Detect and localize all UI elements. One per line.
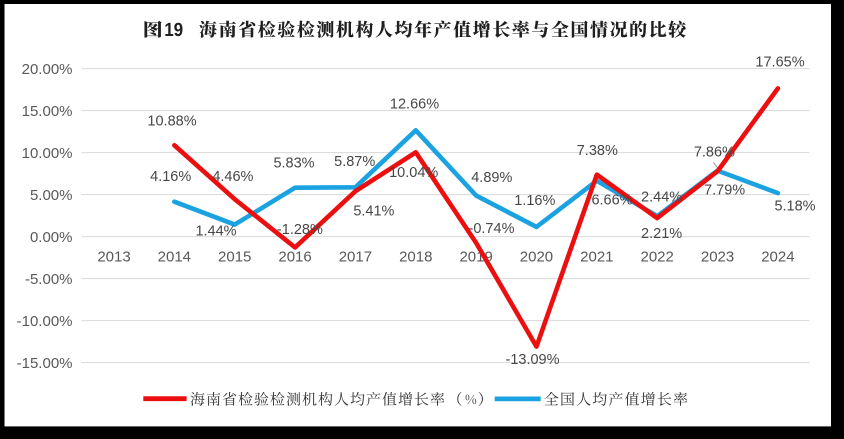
svg-text:1.16%: 1.16% <box>514 193 555 209</box>
svg-text:2024: 2024 <box>761 249 794 266</box>
svg-text:17.65%: 17.65% <box>755 55 804 71</box>
svg-text:2016: 2016 <box>278 249 311 266</box>
svg-text:5.00%: 5.00% <box>30 187 73 204</box>
svg-text:-1.28%: -1.28% <box>277 222 323 238</box>
svg-text:15.00%: 15.00% <box>22 103 73 120</box>
svg-text:10.88%: 10.88% <box>147 113 196 129</box>
svg-text:-5.00%: -5.00% <box>25 271 73 288</box>
svg-text:2018: 2018 <box>399 249 432 266</box>
svg-text:0.00%: 0.00% <box>30 229 73 246</box>
svg-text:4.46%: 4.46% <box>212 169 253 185</box>
svg-text:7.79%: 7.79% <box>704 183 745 199</box>
svg-text:-13.09%: -13.09% <box>505 352 559 368</box>
svg-text:-0.74%: -0.74% <box>469 221 515 237</box>
svg-text:5.18%: 5.18% <box>774 199 815 215</box>
svg-text:2023: 2023 <box>701 249 734 266</box>
svg-text:4.16%: 4.16% <box>150 169 191 185</box>
svg-text:2013: 2013 <box>97 249 130 266</box>
svg-text:7.38%: 7.38% <box>577 143 618 159</box>
svg-text:10.04%: 10.04% <box>389 165 438 181</box>
svg-text:1.44%: 1.44% <box>195 223 236 239</box>
svg-text:4.89%: 4.89% <box>471 170 512 186</box>
svg-text:2015: 2015 <box>218 249 251 266</box>
svg-text:20.00%: 20.00% <box>22 61 73 78</box>
svg-text:2020: 2020 <box>520 249 553 266</box>
svg-text:-15.00%: -15.00% <box>17 355 73 372</box>
svg-text:5.87%: 5.87% <box>334 154 375 170</box>
svg-text:5.83%: 5.83% <box>273 156 314 172</box>
svg-text:7.86%: 7.86% <box>694 144 735 160</box>
svg-text:2021: 2021 <box>580 249 613 266</box>
svg-text:5.41%: 5.41% <box>353 203 394 219</box>
svg-text:6.66%: 6.66% <box>591 192 632 208</box>
svg-text:12.66%: 12.66% <box>390 97 439 113</box>
svg-text:10.00%: 10.00% <box>22 145 73 162</box>
svg-text:2.21%: 2.21% <box>641 226 682 242</box>
svg-text:2014: 2014 <box>158 249 191 266</box>
svg-text:-10.00%: -10.00% <box>17 313 73 330</box>
svg-text:2.44%: 2.44% <box>641 190 682 206</box>
svg-text:2022: 2022 <box>641 249 674 266</box>
svg-text:2017: 2017 <box>339 249 372 266</box>
